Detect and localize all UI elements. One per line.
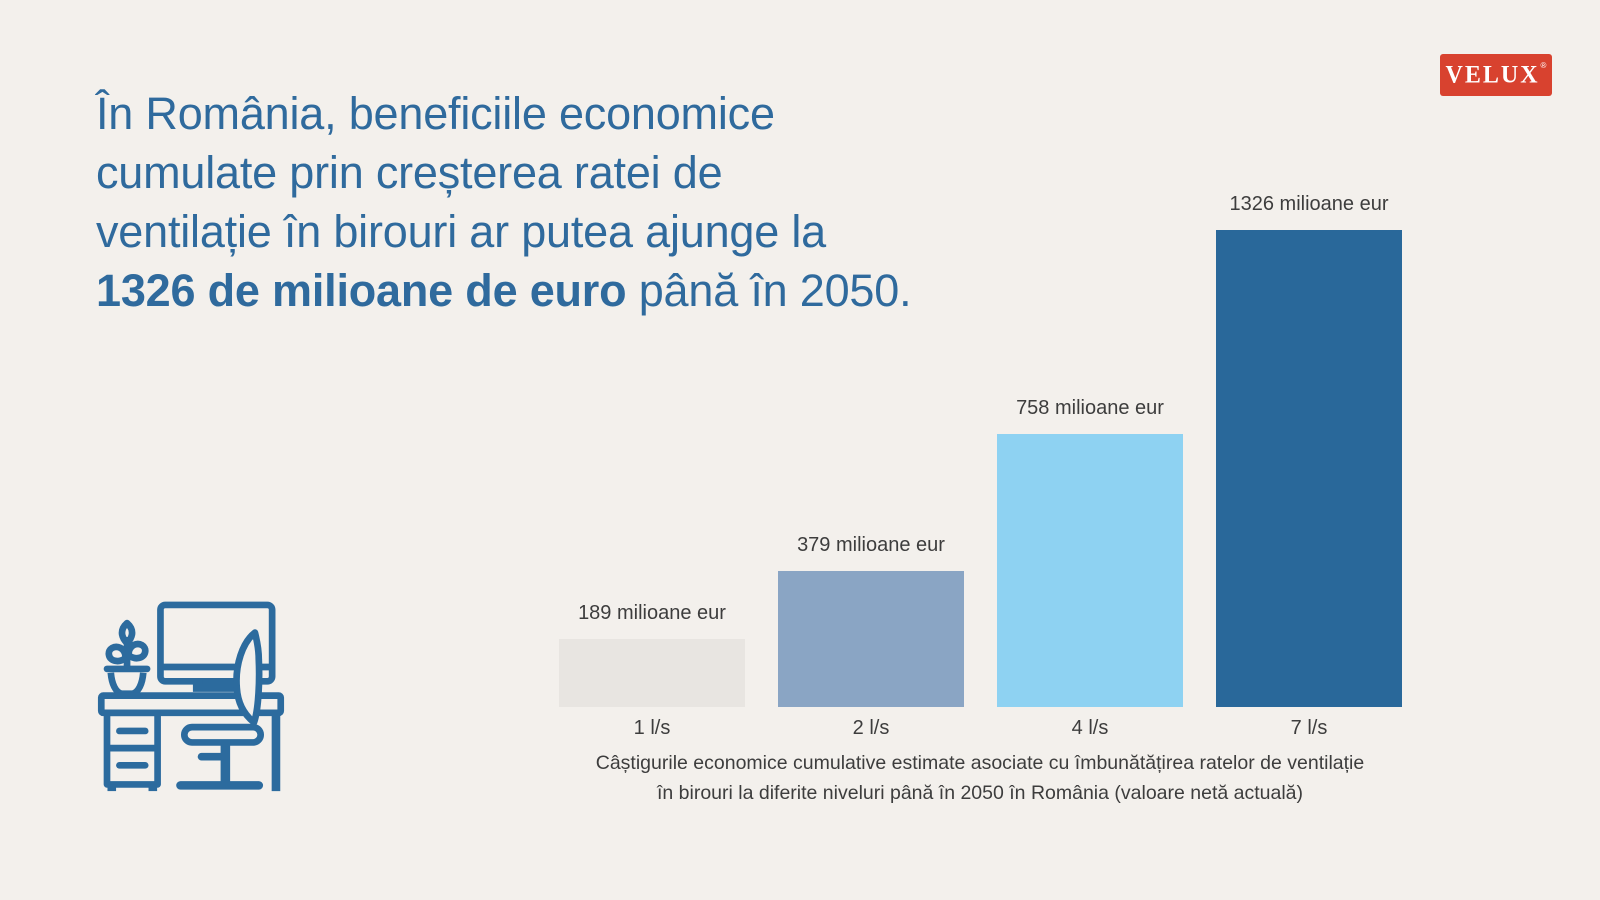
headline-line: ventilație în birouri ar putea ajunge la [96, 206, 826, 257]
headline-line: 1326 de milioane de euro până în 2050. [96, 261, 912, 320]
bar-column: 189 milioane eur 1 l/s [559, 602, 745, 741]
bar-value-label: 189 milioane eur [578, 602, 726, 624]
registered-trademark-symbol: ® [1540, 61, 1547, 70]
chart-caption-line: Câștigurile economice cumulative estimat… [595, 752, 1365, 774]
headline-line: cumulate prin creșterea ratei de [96, 147, 723, 198]
bar-column: 379 milioane eur 2 l/s [778, 534, 964, 741]
bar [778, 571, 964, 707]
chart-caption-line: în birouri la diferite niveluri până în … [656, 782, 1304, 804]
bar-chart: 189 milioane eur 1 l/s 379 milioane eur 2 l… [559, 193, 1402, 741]
bar-value-label: 758 milioane eur [1016, 397, 1164, 419]
bar-column: 758 milioane eur 4 l/s [997, 397, 1183, 741]
bar-category-label: 4 l/s [1071, 717, 1109, 739]
velux-logo: VELUX ® [1440, 54, 1552, 96]
headline-emphasis: 1326 de milioane de euro [96, 265, 627, 316]
bar-category-label: 7 l/s [1290, 717, 1328, 739]
chart-caption: Câștigurile economice cumulative estimat… [530, 748, 1430, 808]
bar-category-label: 1 l/s [633, 717, 671, 739]
bar [1216, 230, 1402, 707]
bar-value-label: 379 milioane eur [797, 534, 945, 556]
bar-value-label: 1326 milioane eur [1229, 193, 1389, 215]
headline-line: În România, beneficiile economice [96, 88, 775, 139]
bar-column: 1326 milioane eur 7 l/s [1216, 193, 1402, 741]
headline: În România, beneficiile economice cumula… [96, 84, 912, 320]
bar-category-label: 2 l/s [852, 717, 890, 739]
velux-logo-text: VELUX [1445, 61, 1540, 89]
headline-line-rest: până în 2050. [626, 265, 912, 316]
bar [997, 434, 1183, 707]
office-desk-icon [97, 601, 285, 792]
bar [559, 639, 745, 707]
